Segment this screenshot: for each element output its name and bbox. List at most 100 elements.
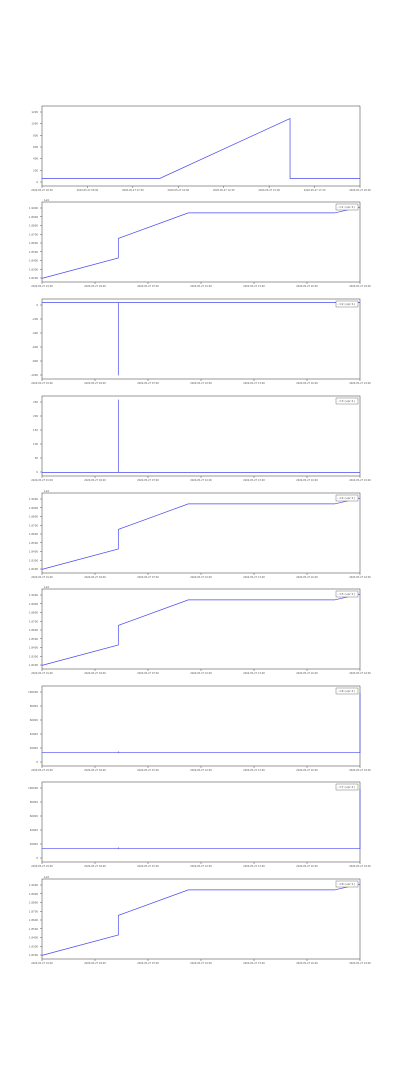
chart-panel-8: 100000 80000 60000 40000 20000 0 2020-05-27 01… <box>0 776 400 868</box>
y-tick-label: 1.8200 <box>29 663 38 667</box>
legend-box <box>335 687 359 695</box>
y-tick-label: -800 <box>32 359 38 363</box>
y-tick-label: 40000 <box>30 828 39 832</box>
legend: - C3 (upr:1) <box>335 397 359 405</box>
y-tick-label: 1.9000 <box>29 206 38 210</box>
y-tick-label: 1.8600 <box>29 241 38 245</box>
x-tick-label: 2020-05-27 01:00 <box>31 285 53 288</box>
legend: - C4 (upr:1) <box>335 494 359 502</box>
y-tick-label: -600 <box>32 345 38 349</box>
chart-7: 100000 80000 60000 40000 20000 0 2020-05-27 01… <box>28 685 371 772</box>
chart-9: 1.9000 1.8900 1.8800 1.8700 1.8600 1.8500 1.84… <box>29 875 371 965</box>
x-tick-label: 2020-05-27 13:00 <box>243 769 265 772</box>
legend-box <box>335 397 359 405</box>
y-tick-label: 20000 <box>30 746 39 750</box>
x-tick-label: 2020-05-27 04:00 <box>84 479 106 482</box>
y-tick-label: 1.9000 <box>29 497 38 501</box>
legend-label: - C6 (upr:1) <box>338 689 355 693</box>
x-tick-label: 2020-05-27 10:00 <box>190 576 212 579</box>
y-tick-label: 60000 <box>30 814 39 818</box>
chart-3: 0 -200 -400 -600 -800 -1000 2020-05-27 01:00 20… <box>30 298 371 385</box>
y-tick-label: -1000 <box>30 373 38 377</box>
y-tick-label: 1.8900 <box>29 215 38 219</box>
y-tick-label: 1.8300 <box>29 267 38 271</box>
chart-panel-5: 1.9000 1.8900 1.8800 1.8700 1.8600 1.8500 1.84… <box>0 487 400 579</box>
x-tick-label: 2020-05-27 16:00 <box>296 962 318 965</box>
chart-panel-1: 1200 1000 800 600 400 200 0 2020-05-27 02:30 202… <box>0 100 400 192</box>
x-tick-label: 2020-05-27 04:00 <box>84 672 106 675</box>
x-tick-label: 2020-05-27 20:00 <box>349 189 371 192</box>
y-tick-label: 1.8500 <box>29 927 38 931</box>
y-tick-label: 100000 <box>28 690 38 694</box>
plot-frame <box>41 685 361 767</box>
y-tick-label: 1.8600 <box>29 918 38 922</box>
x-tick-label: 2020-05-27 04:00 <box>84 962 106 965</box>
x-tick-label: 2020-05-27 13:00 <box>243 672 265 675</box>
x-tick-label: 2020-05-27 07:00 <box>137 672 159 675</box>
y-tick-label: 200 <box>33 414 38 418</box>
series-line <box>42 399 360 473</box>
legend-label: - C4 (upr:1) <box>338 496 355 500</box>
x-tick-label: 2020-05-27 13:00 <box>243 576 265 579</box>
x-tick-label: 2020-05-27 19:00 <box>349 285 371 288</box>
x-tick-label: 2020-05-27 16:00 <box>296 865 318 868</box>
series-line <box>42 692 361 754</box>
x-tick-label: 2020-05-27 13:00 <box>243 382 265 385</box>
y-tick-label: 40000 <box>30 732 39 736</box>
y-tick-label: 1200 <box>31 110 38 114</box>
y-tick-label: -200 <box>32 317 38 321</box>
x-tick-label: 2020-05-27 07:00 <box>137 479 159 482</box>
x-tick-label: 2020-05-27 16:00 <box>296 769 318 772</box>
axis-offset-label: 1e9 <box>44 198 49 202</box>
legend: - C5 (upr:1) <box>335 590 359 598</box>
chart-1: 1200 1000 800 600 400 200 0 2020-05-27 02:30 202… <box>31 105 371 192</box>
y-tick-label: 1.8800 <box>29 611 38 615</box>
x-tick-label: 2020-05-27 04:00 <box>84 769 106 772</box>
chart-4: 250 200 150 100 50 0 2020-05-27 01:00 2020-05-2… <box>31 395 371 482</box>
x-tick-label: 2020-05-27 01:00 <box>31 382 53 385</box>
y-tick-label: 1.8400 <box>29 646 38 650</box>
chart-panel-9: 1.9000 1.8900 1.8800 1.8700 1.8600 1.8500 1.84… <box>0 873 400 965</box>
legend-label: - C1 (upr:1) <box>338 205 355 209</box>
x-tick-label: 2020-05-27 07:00 <box>137 576 159 579</box>
y-tick-label: 1.9000 <box>29 593 38 597</box>
chart-panel-2: 1.9000 1.8900 1.8800 1.8700 1.8600 1.8500 1.84… <box>0 196 400 288</box>
plot-frame <box>41 781 361 863</box>
chart-6: 1.9000 1.8900 1.8800 1.8700 1.8600 1.8500 1.84… <box>29 585 371 675</box>
axis-offset-label: 1e9 <box>44 489 49 493</box>
x-tick-label: 2020-05-27 01:00 <box>31 576 53 579</box>
series-line <box>41 883 361 956</box>
legend-box <box>335 494 359 502</box>
x-tick-label: 2020-05-27 12:30 <box>213 189 235 192</box>
x-tick-label: 2020-05-27 19:00 <box>349 962 371 965</box>
axis-offset-label: 1e9 <box>44 585 49 589</box>
x-tick-label: 2020-05-27 01:00 <box>31 672 53 675</box>
plot-frame <box>41 588 361 670</box>
y-tick-label: 1.8500 <box>29 250 38 254</box>
axis-offset-label: 1e9 <box>44 875 49 879</box>
x-tick-label: 2020-05-27 13:00 <box>243 479 265 482</box>
y-tick-label: 80000 <box>30 704 39 708</box>
x-tick-label: 2020-05-27 07:00 <box>137 769 159 772</box>
y-tick-label: 1.8400 <box>29 259 38 263</box>
y-tick-label: 1.8800 <box>29 901 38 905</box>
y-tick-label: 1.8300 <box>29 944 38 948</box>
legend-label: - C2 (upr:1) <box>338 302 355 306</box>
chart-5: 1.9000 1.8900 1.8800 1.8700 1.8600 1.8500 1.84… <box>29 489 371 579</box>
y-tick-label: -400 <box>32 331 38 335</box>
x-tick-label: 2020-05-27 10:00 <box>190 769 212 772</box>
y-tick-label: 1.8700 <box>29 232 38 236</box>
x-tick-label: 2020-05-27 04:00 <box>84 865 106 868</box>
x-tick-label: 2020-05-27 19:00 <box>349 769 371 772</box>
y-tick-label: 400 <box>33 157 38 161</box>
y-tick-label: 0 <box>36 180 38 184</box>
y-tick-label: 1.8700 <box>29 523 38 527</box>
y-tick-label: 200 <box>33 168 38 172</box>
x-tick-label: 2020-05-27 16:00 <box>296 382 318 385</box>
y-tick-label: 1.8300 <box>29 654 38 658</box>
legend-box <box>335 203 359 211</box>
chart-2: 1.9000 1.8900 1.8800 1.8700 1.8600 1.8500 1.84… <box>29 198 371 288</box>
x-tick-label: 2020-05-27 19:00 <box>349 672 371 675</box>
plot-frame <box>41 298 361 380</box>
